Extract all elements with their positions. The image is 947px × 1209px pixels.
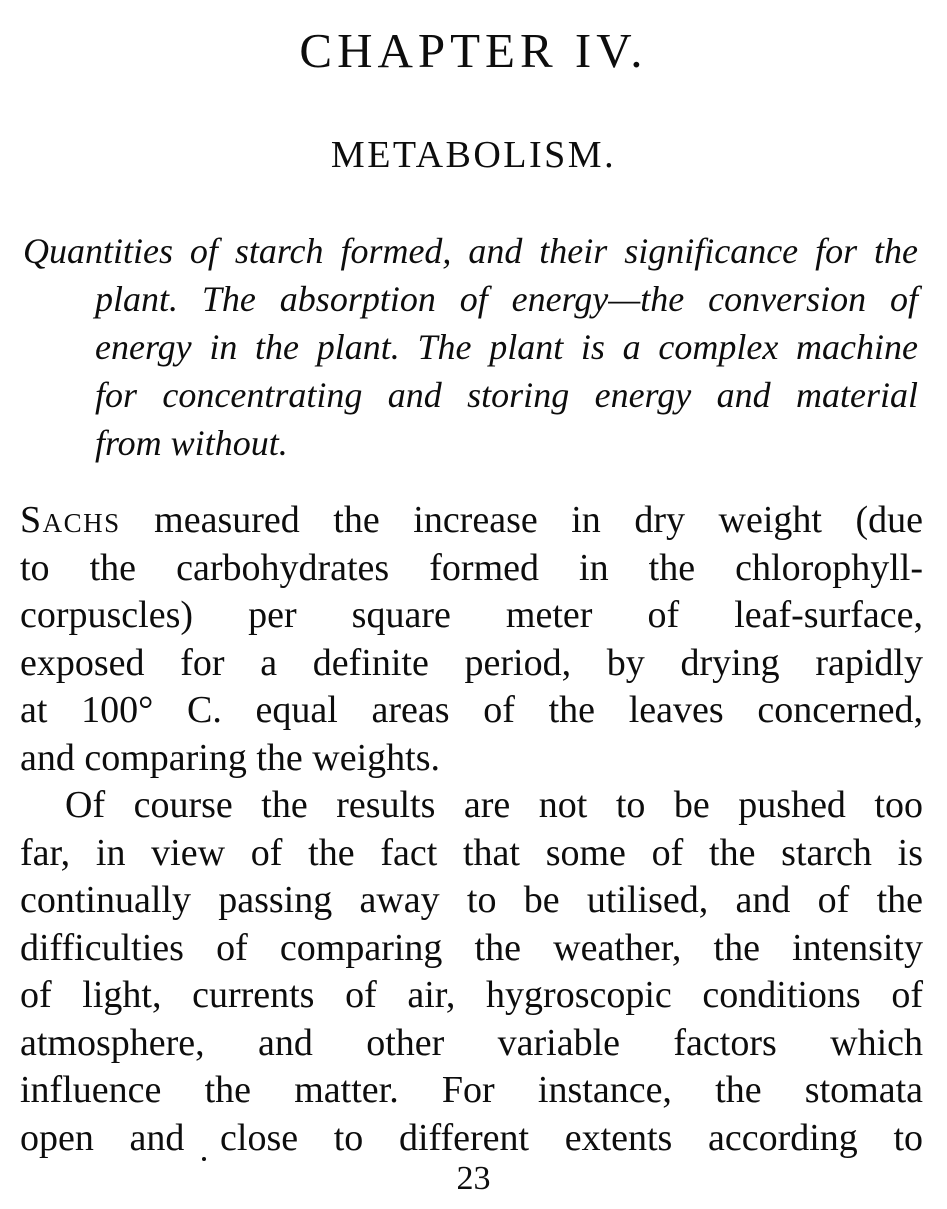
text-line: and comparing the weights. [20,736,441,779]
text-line: atmosphere, and other variable factors w… [20,1021,923,1064]
summary-line: Quantities of starch formed, and their s… [23,231,918,271]
line-text: measured the increase in dry weight (due [120,499,923,541]
smallcaps-lead: Sachs [20,499,121,541]
text-line: at 100° C. equal areas of the leaves con… [20,689,923,731]
text-line: to the carbohydrates formed in the chlor… [20,546,923,589]
text-line: far, in view of the fact that some of th… [20,831,923,874]
summary-line: for concentrating and storing energy and… [95,375,918,415]
text-line: exposed for a definite period, by drying… [20,641,923,684]
body-text: Sachs measured the increase in dry weigh… [20,497,923,1162]
text-line: influence the matter. For instance, the … [20,1069,923,1111]
ink-dot-artifact [202,1157,206,1161]
text-line: corpuscles) per square meter of leaf-sur… [20,594,923,636]
page-number: 23 [456,1160,491,1197]
summary-line: from without. [95,423,288,463]
body-paragraph: Sachs measured the increase in dry weigh… [20,497,923,782]
section-title: METABOLISM. [330,134,617,176]
summary-line: plant. The absorption of energy—the conv… [95,279,918,319]
text-line: difficulties of comparing the weather, t… [20,926,923,969]
text-line: Sachs measured the increase in dry weigh… [20,497,923,545]
text-line: open and close to different extents acco… [20,1116,923,1159]
body-paragraph: Of course the results are not to be push… [20,782,923,1162]
chapter-summary: Quantities of starch formed, and their s… [23,227,918,467]
text-line: Of course the results are not to be push… [65,784,923,826]
text-line: of light, currents of air, hygroscopic c… [20,974,923,1016]
text-line: continually passing away to be utilised,… [20,879,923,921]
summary-line: energy in the plant. The plant is a comp… [95,327,918,367]
chapter-title: CHAPTER IV. [299,23,648,78]
